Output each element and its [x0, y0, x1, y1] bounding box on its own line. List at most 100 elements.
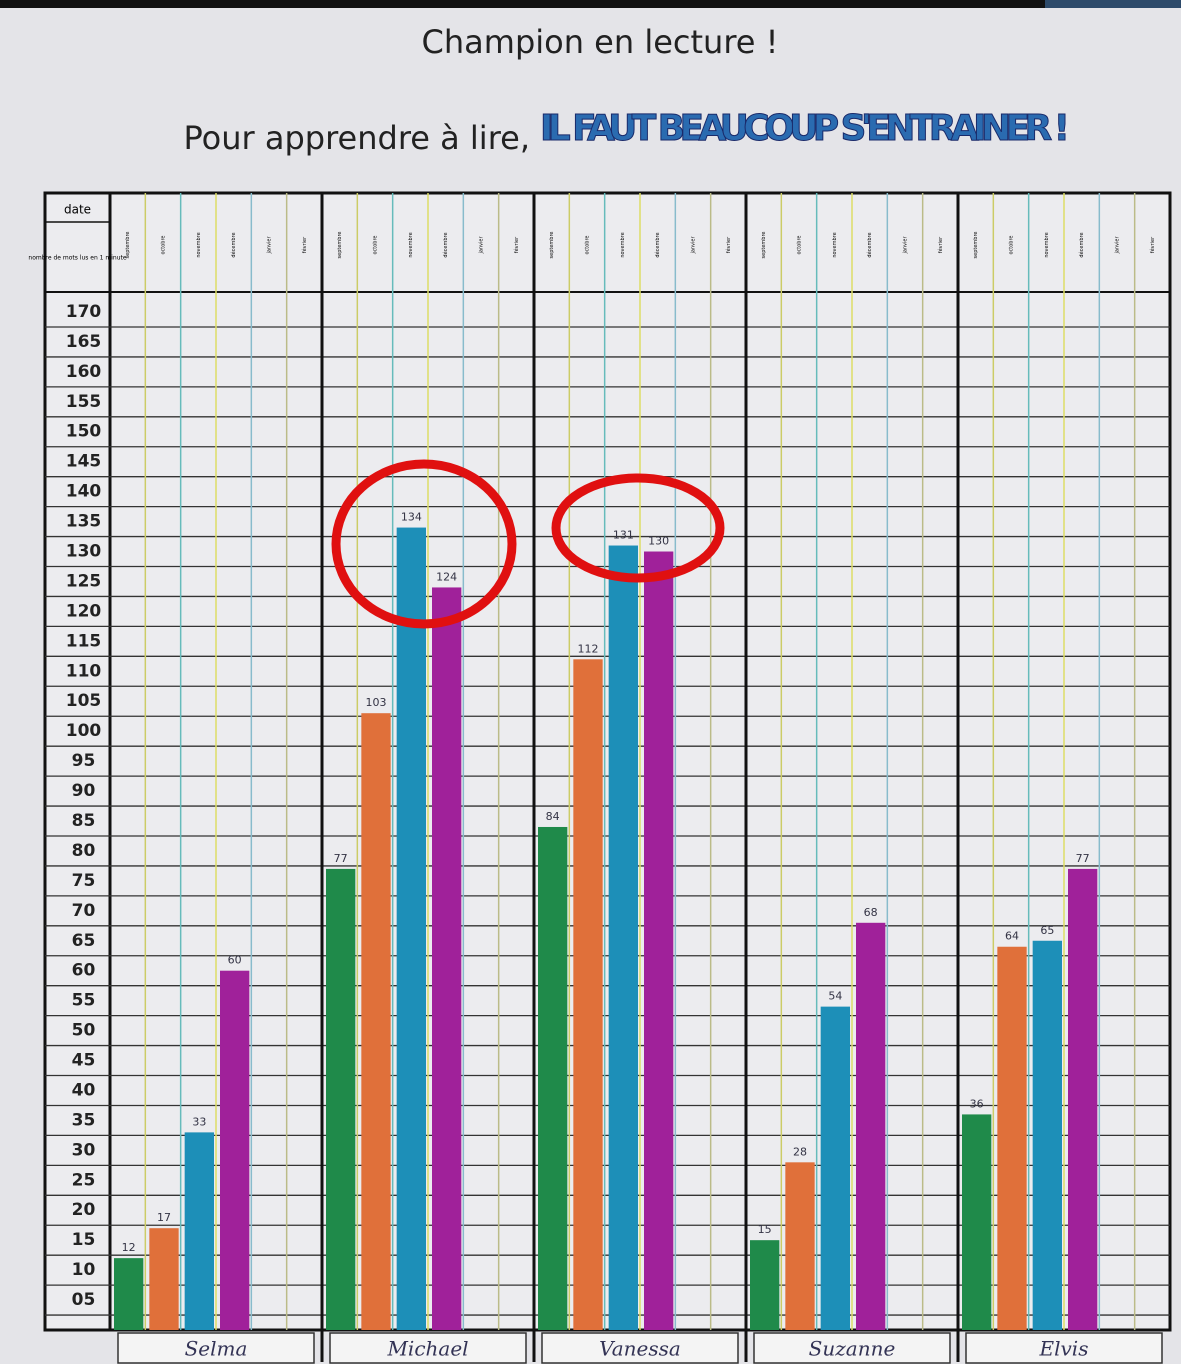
- y-tick-label: 90: [72, 781, 96, 801]
- y-tick-label: 95: [72, 751, 96, 771]
- y-tick-label: 140: [66, 482, 102, 502]
- bar: [997, 947, 1026, 1330]
- data-label: 54: [828, 990, 842, 1003]
- data-label: 64: [1005, 930, 1019, 943]
- data-label: 33: [192, 1115, 206, 1128]
- header-date: date: [64, 203, 91, 217]
- month-label: décembre: [866, 232, 873, 257]
- bar: [185, 1132, 214, 1330]
- y-tick-label: 40: [72, 1080, 96, 1100]
- month-label: octobre: [797, 235, 803, 254]
- bar: [1033, 941, 1062, 1330]
- y-tick-label: 100: [66, 721, 102, 741]
- month-label: janvier: [267, 236, 273, 255]
- month-label: octobre: [373, 235, 379, 254]
- y-tick-label: 45: [72, 1051, 96, 1071]
- subtitle: Pour apprendre à lire,: [184, 119, 531, 157]
- y-tick-label: 85: [72, 811, 96, 831]
- month-label: septembre: [337, 232, 343, 259]
- bar: [609, 546, 638, 1330]
- month-label: décembre: [442, 232, 449, 257]
- data-label: 84: [546, 810, 560, 823]
- data-label: 15: [758, 1223, 772, 1236]
- y-tick-label: 145: [66, 452, 102, 472]
- data-label: 124: [436, 570, 457, 583]
- data-label: 65: [1040, 924, 1054, 937]
- month-label: novembre: [196, 232, 202, 257]
- month-label: décembre: [230, 232, 237, 257]
- chart-title: Champion en lecture !: [422, 23, 779, 61]
- y-tick-label: 15: [72, 1230, 96, 1250]
- y-tick-label: 115: [66, 631, 102, 651]
- bar: [573, 659, 602, 1330]
- y-tick-label: 55: [72, 991, 96, 1011]
- y-tick-label: 30: [72, 1140, 96, 1160]
- y-tick-label: 20: [72, 1200, 96, 1220]
- x-tick-label: Vanessa: [599, 1337, 681, 1361]
- y-tick-label: 10: [72, 1260, 96, 1280]
- y-tick-label: 80: [72, 841, 96, 861]
- month-label: novembre: [832, 232, 838, 257]
- month-label: janvier: [903, 236, 909, 255]
- month-label: décembre: [1078, 232, 1085, 257]
- x-tick-label: Michael: [386, 1337, 468, 1361]
- y-tick-label: 60: [72, 961, 96, 981]
- y-tick-label: 110: [66, 661, 102, 681]
- bar: [432, 587, 461, 1330]
- x-tick-label: Suzanne: [809, 1337, 896, 1361]
- bar: [785, 1162, 814, 1330]
- month-label: septembre: [125, 232, 131, 259]
- y-tick-label: 155: [66, 392, 102, 412]
- y-tick-label: 130: [66, 542, 102, 562]
- bar: [114, 1258, 143, 1330]
- y-tick-label: 150: [66, 422, 102, 442]
- month-label: novembre: [408, 232, 414, 257]
- y-tick-label: 35: [72, 1110, 96, 1130]
- month-label: novembre: [1044, 232, 1050, 257]
- y-tick-label: 165: [66, 332, 102, 352]
- data-label: 12: [122, 1241, 136, 1254]
- month-label: novembre: [620, 232, 626, 257]
- x-tick-label: Elvis: [1039, 1337, 1089, 1361]
- data-label: 60: [228, 954, 242, 967]
- month-label: février: [513, 236, 520, 253]
- data-label: 17: [157, 1211, 171, 1224]
- data-label: 77: [334, 852, 348, 865]
- month-label: février: [1149, 236, 1156, 253]
- month-label: janvier: [1115, 236, 1121, 255]
- bar: [326, 869, 355, 1330]
- data-label: 28: [793, 1145, 807, 1158]
- y-tick-label: 65: [72, 931, 96, 951]
- month-label: octobre: [161, 235, 167, 254]
- y-tick-label: 75: [72, 871, 96, 891]
- bar: [361, 713, 390, 1330]
- data-label: 131: [613, 529, 634, 542]
- bar: [538, 827, 567, 1330]
- y-tick-label: 105: [66, 691, 102, 711]
- top-edge: [0, 0, 1181, 8]
- data-label: 103: [366, 696, 387, 709]
- month-label: octobre: [1009, 235, 1015, 254]
- y-tick-label: 170: [66, 302, 102, 322]
- bar: [149, 1228, 178, 1330]
- month-label: septembre: [549, 232, 555, 259]
- data-label: 77: [1076, 852, 1090, 865]
- bar: [750, 1240, 779, 1330]
- x-tick-label: Selma: [185, 1337, 248, 1361]
- y-tick-label: 125: [66, 571, 102, 591]
- bar: [397, 528, 426, 1330]
- month-label: janvier: [479, 236, 485, 255]
- month-label: octobre: [585, 235, 591, 254]
- y-tick-label: 120: [66, 601, 102, 621]
- data-label: 134: [401, 511, 422, 524]
- chart: Champion en lecture ! Pour apprendre à l…: [0, 0, 1181, 1364]
- month-label: janvier: [691, 236, 697, 255]
- page: Champion en lecture ! Pour apprendre à l…: [0, 0, 1181, 1364]
- y-axis-label: nombre de mots lus en 1 minute: [28, 255, 126, 262]
- y-tick-label: 70: [72, 901, 96, 921]
- bar: [1068, 869, 1097, 1330]
- corner: [1045, 0, 1181, 8]
- data-label: 130: [648, 535, 669, 548]
- data-label: 68: [864, 906, 878, 919]
- subtitle-emphasis: IL FAUT BEAUCOUP S'ENTRAINER !: [540, 108, 1070, 149]
